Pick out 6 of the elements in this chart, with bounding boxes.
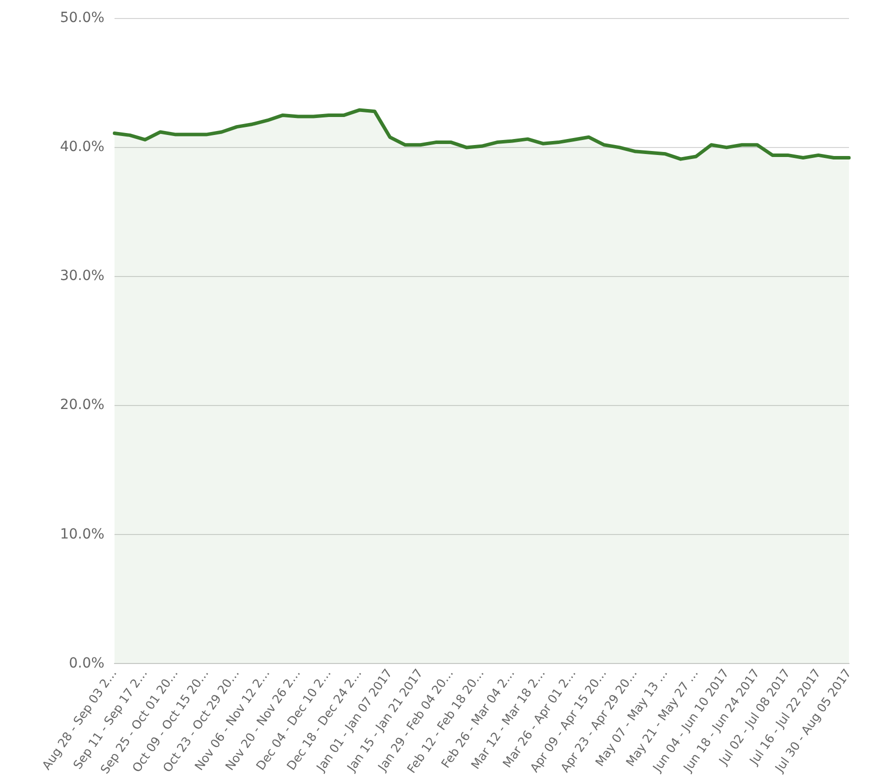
y-tick-label: 20.0% bbox=[60, 397, 104, 414]
y-tick-label: 0.0% bbox=[68, 655, 104, 672]
y-tick-label: 50.0% bbox=[60, 10, 104, 26]
y-tick-label: 10.0% bbox=[60, 526, 104, 542]
y-tick-label: 30.0% bbox=[60, 268, 104, 284]
y-tick-label: 40.0% bbox=[60, 139, 104, 156]
